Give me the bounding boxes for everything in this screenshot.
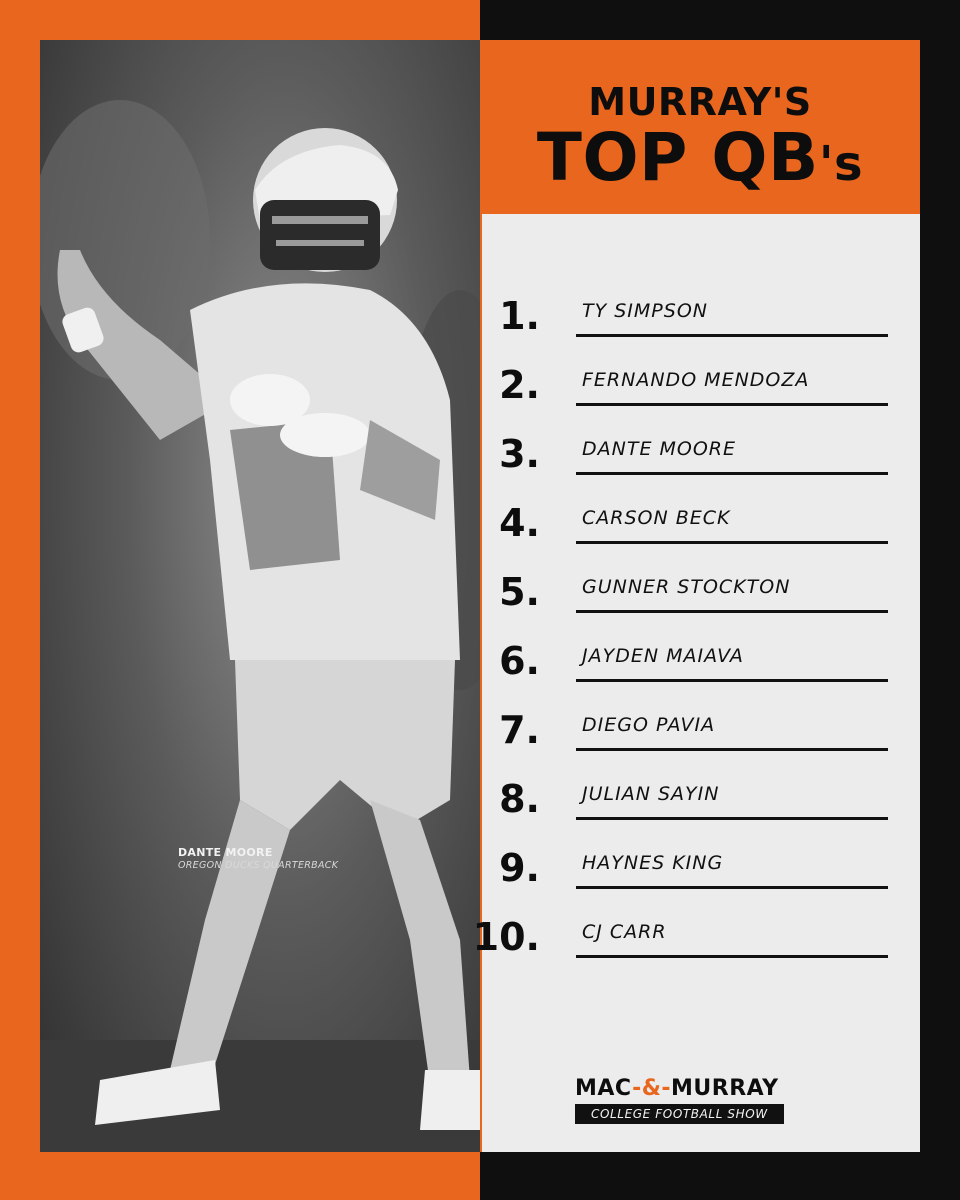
caption-player-name: DANTE MOORE — [178, 846, 273, 859]
title-line-2: TOP QB's — [480, 119, 920, 196]
rank-player-name: DIEGO PAVIA — [582, 714, 716, 736]
list-item: 6. JAYDEN MAIAVA — [482, 639, 920, 709]
underline — [576, 472, 888, 475]
underline — [576, 748, 888, 751]
rank-number: 10. — [472, 915, 540, 959]
logo-wordmark: MAC-&-MURRAY — [575, 1076, 835, 1101]
show-logo: MAC-&-MURRAY COLLEGE FOOTBALL SHOW — [575, 1076, 835, 1124]
logo-ampersand: -&- — [632, 1076, 672, 1101]
rank-number: 8. — [499, 777, 540, 821]
rank-number: 2. — [499, 363, 540, 407]
rank-player-name: JAYDEN MAIAVA — [582, 645, 744, 667]
rank-number: 1. — [499, 294, 540, 338]
list-item: 3. DANTE MOORE — [482, 432, 920, 502]
list-item: 5. GUNNER STOCKTON — [482, 570, 920, 640]
quarterback-illustration — [40, 100, 482, 1152]
list-item: 8. JULIAN SAYIN — [482, 777, 920, 847]
rank-player-name: JULIAN SAYIN — [582, 783, 720, 805]
rank-player-name: TY SIMPSON — [582, 300, 708, 322]
rank-player-name: DANTE MOORE — [582, 438, 737, 460]
rank-player-name: HAYNES KING — [582, 852, 724, 874]
rank-number: 7. — [499, 708, 540, 752]
list-item: 2. FERNANDO MENDOZA — [482, 363, 920, 433]
rank-number: 4. — [499, 501, 540, 545]
photo-caption: DANTE MOORE OREGON DUCKS QUARTERBACK — [178, 846, 438, 871]
rank-player-name: FERNANDO MENDOZA — [582, 369, 810, 391]
title-main: TOP QB — [536, 119, 819, 196]
underline — [576, 886, 888, 889]
underline — [576, 610, 888, 613]
rank-number: 3. — [499, 432, 540, 476]
rank-player-name: GUNNER STOCKTON — [582, 576, 791, 598]
title-suffix: 's — [818, 136, 864, 192]
list-item: 7. DIEGO PAVIA — [482, 708, 920, 778]
title-line-1: MURRAY'S — [588, 80, 812, 124]
list-item: 9. HAYNES KING — [482, 846, 920, 916]
underline — [576, 817, 888, 820]
logo-subtitle: COLLEGE FOOTBALL SHOW — [575, 1104, 784, 1124]
rank-player-name: CARSON BECK — [582, 507, 731, 529]
list-item: 10. CJ CARR — [473, 915, 920, 985]
logo-word-1: MAC — [575, 1076, 633, 1101]
underline — [576, 403, 888, 406]
list-item: 4. CARSON BECK — [482, 501, 920, 571]
rankings-list: 1. TY SIMPSON 2. FERNANDO MENDOZA 3. DAN… — [473, 214, 920, 1152]
caption-player-role: OREGON DUCKS QUARTERBACK — [178, 860, 339, 871]
rank-player-name: CJ CARR — [582, 921, 667, 943]
underline — [576, 541, 888, 544]
rank-number: 6. — [499, 639, 540, 683]
logo-word-2: MURRAY — [671, 1076, 779, 1101]
underline — [576, 334, 888, 337]
underline — [576, 679, 888, 682]
player-photo: DANTE MOORE OREGON DUCKS QUARTERBACK — [40, 40, 482, 1152]
list-item: 1. TY SIMPSON — [482, 294, 920, 364]
underline — [576, 955, 888, 958]
rank-number: 9. — [499, 846, 540, 890]
rank-number: 5. — [499, 570, 540, 614]
